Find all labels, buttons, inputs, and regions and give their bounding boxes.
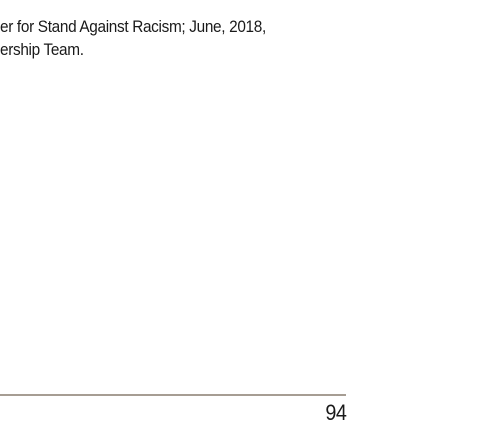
- body-paragraph: er for Stand Against Racism; June, 2018,…: [0, 16, 321, 62]
- body-text-line: ership Team.: [0, 41, 84, 59]
- footer-divider: [0, 394, 346, 396]
- body-text-line: er for Stand Against Racism; June, 2018,: [0, 18, 266, 36]
- page-number: 94: [324, 400, 347, 425]
